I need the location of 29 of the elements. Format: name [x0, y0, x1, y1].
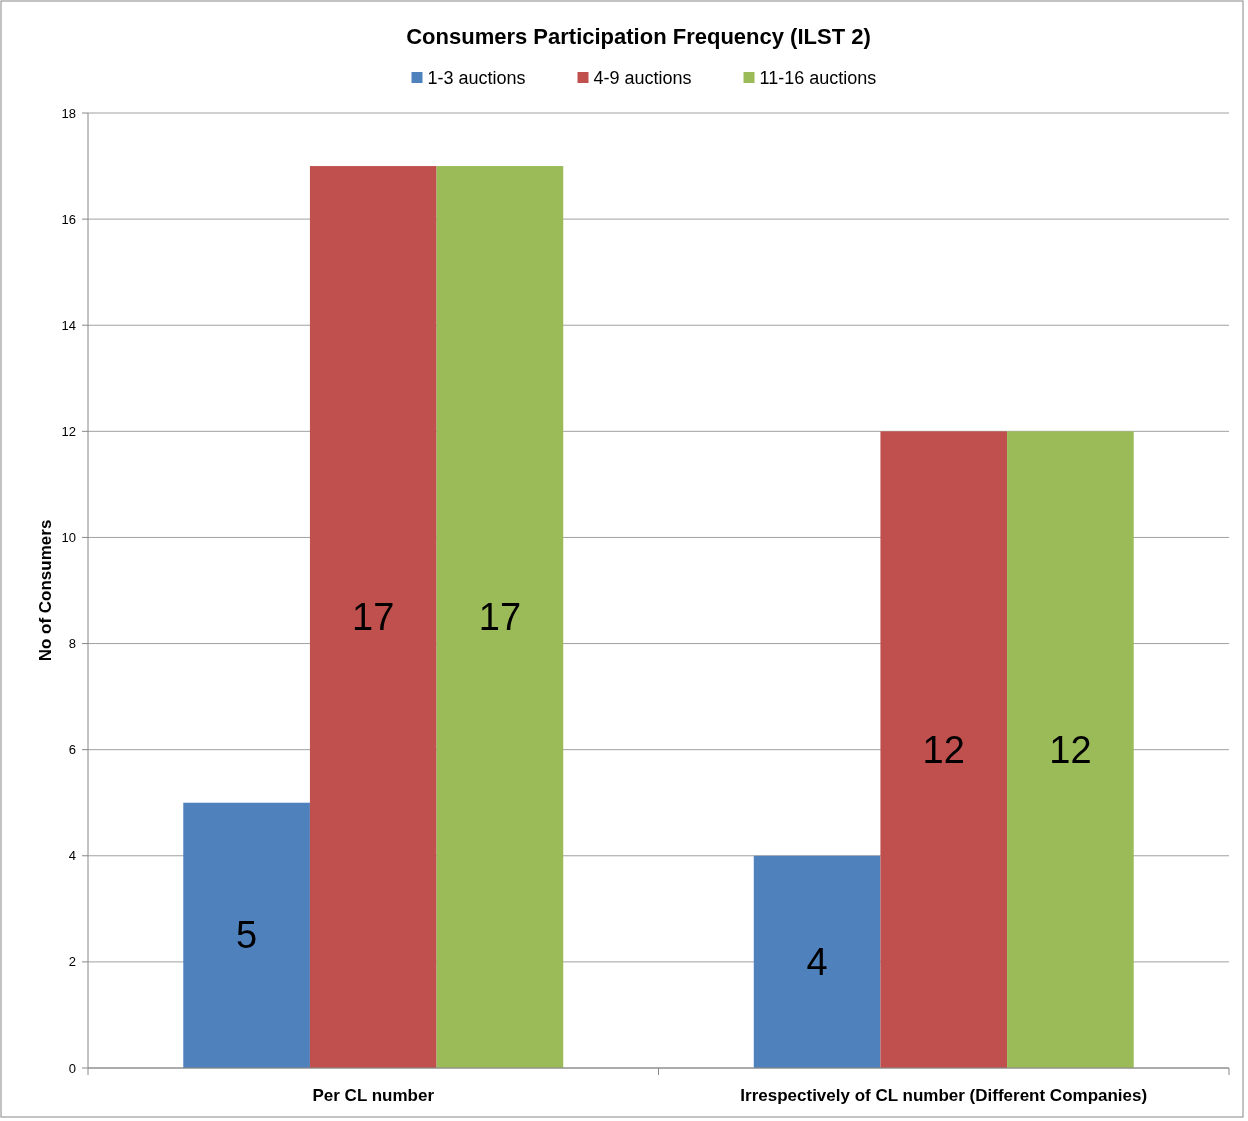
y-tick-label: 4 [68, 848, 76, 864]
y-tick-label: 6 [68, 742, 76, 758]
data-label: 17 [478, 596, 522, 639]
y-tick-label: 16 [61, 211, 76, 227]
data-label: 4 [806, 940, 828, 983]
legend-label: 1-3 auctions [427, 68, 526, 88]
bar [880, 431, 1008, 1068]
bar [1007, 431, 1134, 1068]
y-tick-label: 8 [68, 636, 76, 652]
x-tick-label: Per CL number [312, 1085, 435, 1105]
bar [436, 166, 564, 1068]
y-tick-label: 10 [61, 529, 76, 545]
y-tick-label: 14 [61, 317, 76, 333]
data-label: 12 [1049, 728, 1092, 771]
y-axis-title: No of Consumers [35, 519, 55, 662]
y-tick-label: 12 [61, 423, 76, 439]
y-tick-label: 2 [68, 954, 76, 970]
y-tick-label: 0 [68, 1060, 76, 1076]
data-label: 12 [922, 728, 965, 771]
bar [309, 166, 437, 1068]
x-tick-label: Irrespectively of CL number (Different Companies) [740, 1085, 1148, 1105]
legend-label: 4-9 auctions [593, 68, 692, 88]
chart-title: Consumers Participation Frequency (ILST 2) [406, 24, 871, 49]
bar [753, 855, 881, 1068]
data-label: 17 [352, 596, 395, 639]
legend-label: 11-16 auctions [759, 68, 877, 88]
bar [183, 802, 310, 1068]
data-label: 5 [236, 914, 258, 957]
y-tick-label: 18 [61, 105, 76, 121]
